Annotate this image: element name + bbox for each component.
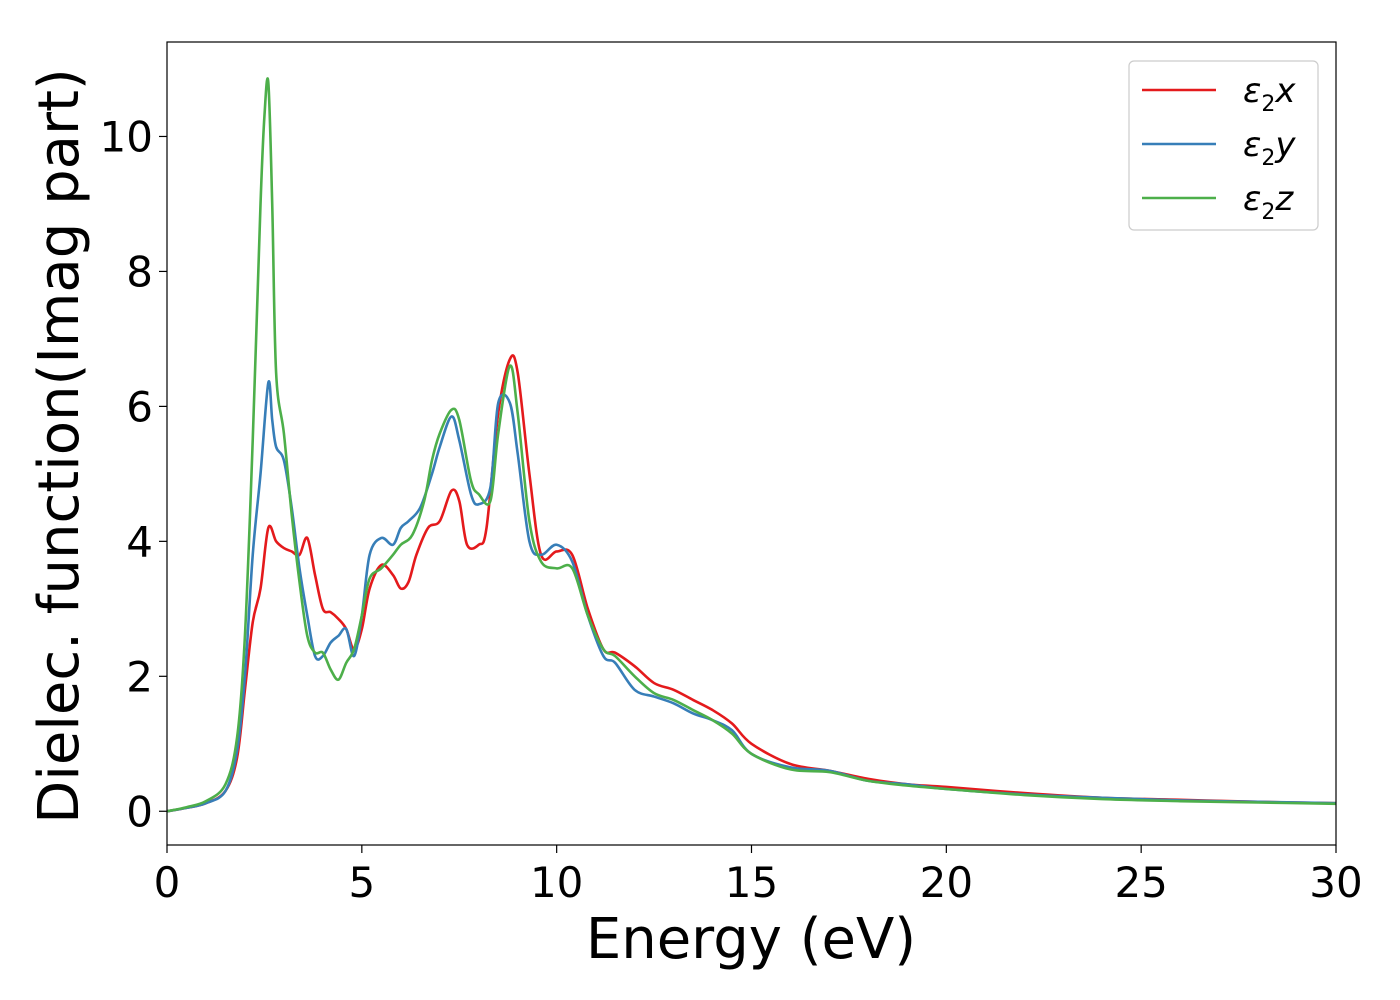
- legend-label-x: ε2x: [1243, 71, 1296, 117]
- legend-label-variable: z: [1274, 179, 1294, 219]
- x-tick-label: 10: [530, 858, 583, 907]
- legend-label-z: ε2z: [1243, 179, 1294, 225]
- series-line-z: [166, 77, 1337, 813]
- legend-label-variable: x: [1274, 71, 1296, 111]
- legend-label-base: ε: [1243, 125, 1261, 165]
- x-tick-label: 30: [1309, 858, 1362, 907]
- series-line-x: [166, 354, 1337, 813]
- x-axis-label: Energy (eV): [586, 907, 916, 972]
- x-tick-label: 15: [725, 858, 778, 907]
- legend-label-subscript: 2: [1261, 92, 1275, 117]
- legend-label-variable: y: [1274, 125, 1296, 165]
- legend-label-subscript: 2: [1261, 200, 1275, 225]
- legend-label-base: ε: [1243, 71, 1261, 111]
- y-axis: 0 2 4 6 8 10: [100, 112, 167, 836]
- y-tick-label: 4: [126, 517, 153, 566]
- y-tick-label: 10: [100, 112, 153, 161]
- y-tick-label: 8: [126, 247, 153, 296]
- x-tick-label: 0: [154, 858, 181, 907]
- y-tick-label: 2: [126, 652, 153, 701]
- x-axis: 0 5 10 15 20 25 30: [154, 845, 1363, 907]
- x-tick-label: 25: [1114, 858, 1167, 907]
- legend-box: [1128, 60, 1319, 231]
- legend-label-base: ε: [1243, 179, 1261, 219]
- x-tick-label: 20: [920, 858, 973, 907]
- y-axis-label: Dielec. function(Imag part): [27, 68, 92, 824]
- legend-label-y: ε2y: [1243, 125, 1296, 171]
- y-tick-label: 0: [126, 787, 153, 836]
- series-lines: [166, 77, 1337, 813]
- y-tick-label: 6: [126, 382, 153, 431]
- x-tick-label: 5: [348, 858, 375, 907]
- legend-label-subscript: 2: [1261, 146, 1275, 171]
